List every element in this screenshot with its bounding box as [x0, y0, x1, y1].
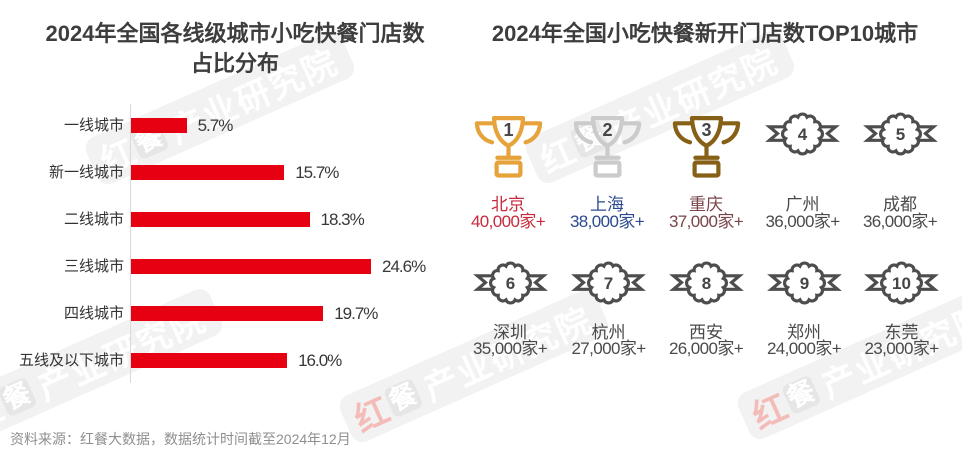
svg-text:3: 3 [701, 120, 711, 140]
svg-text:2: 2 [602, 120, 612, 140]
svg-text:7: 7 [604, 274, 613, 293]
svg-text:5: 5 [895, 125, 904, 144]
svg-text:4: 4 [798, 125, 808, 144]
svg-text:8: 8 [701, 274, 710, 293]
svg-text:10: 10 [892, 274, 911, 293]
svg-text:1: 1 [503, 120, 513, 140]
svg-text:9: 9 [799, 274, 808, 293]
svg-text:6: 6 [505, 274, 514, 293]
